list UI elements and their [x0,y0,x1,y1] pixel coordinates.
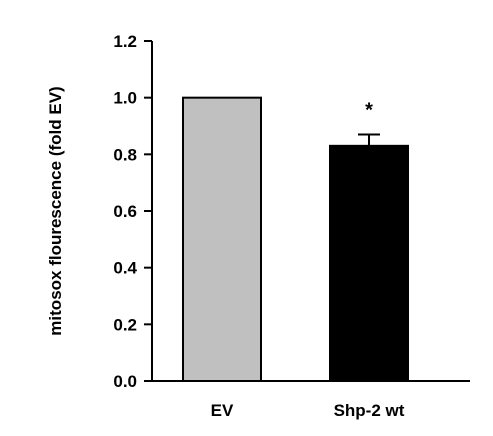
significance-marker: * [365,100,373,122]
bars: * [182,96,409,383]
y-tick-label: 1.0 [113,89,137,108]
y-tick-label: 0.8 [113,145,137,164]
bar-ev [182,96,262,383]
x-category-label: EV [211,401,234,420]
y-axis-title: mitosox flourescence (fold EV) [46,86,65,335]
y-tick-label: 0.6 [113,202,137,221]
y-ticks: 0.0 0.2 0.4 0.6 0.8 1.0 1.2 [113,32,152,391]
bar-shp-2-wt [329,144,409,382]
y-tick-label: 1.2 [113,32,137,51]
x-category-label: Shp-2 wt [334,401,405,420]
category-labels: EV Shp-2 wt [211,401,405,420]
y-tick-label: 0.0 [113,372,137,391]
y-tick-label: 0.4 [113,259,137,278]
y-tick-label: 0.2 [113,315,137,334]
